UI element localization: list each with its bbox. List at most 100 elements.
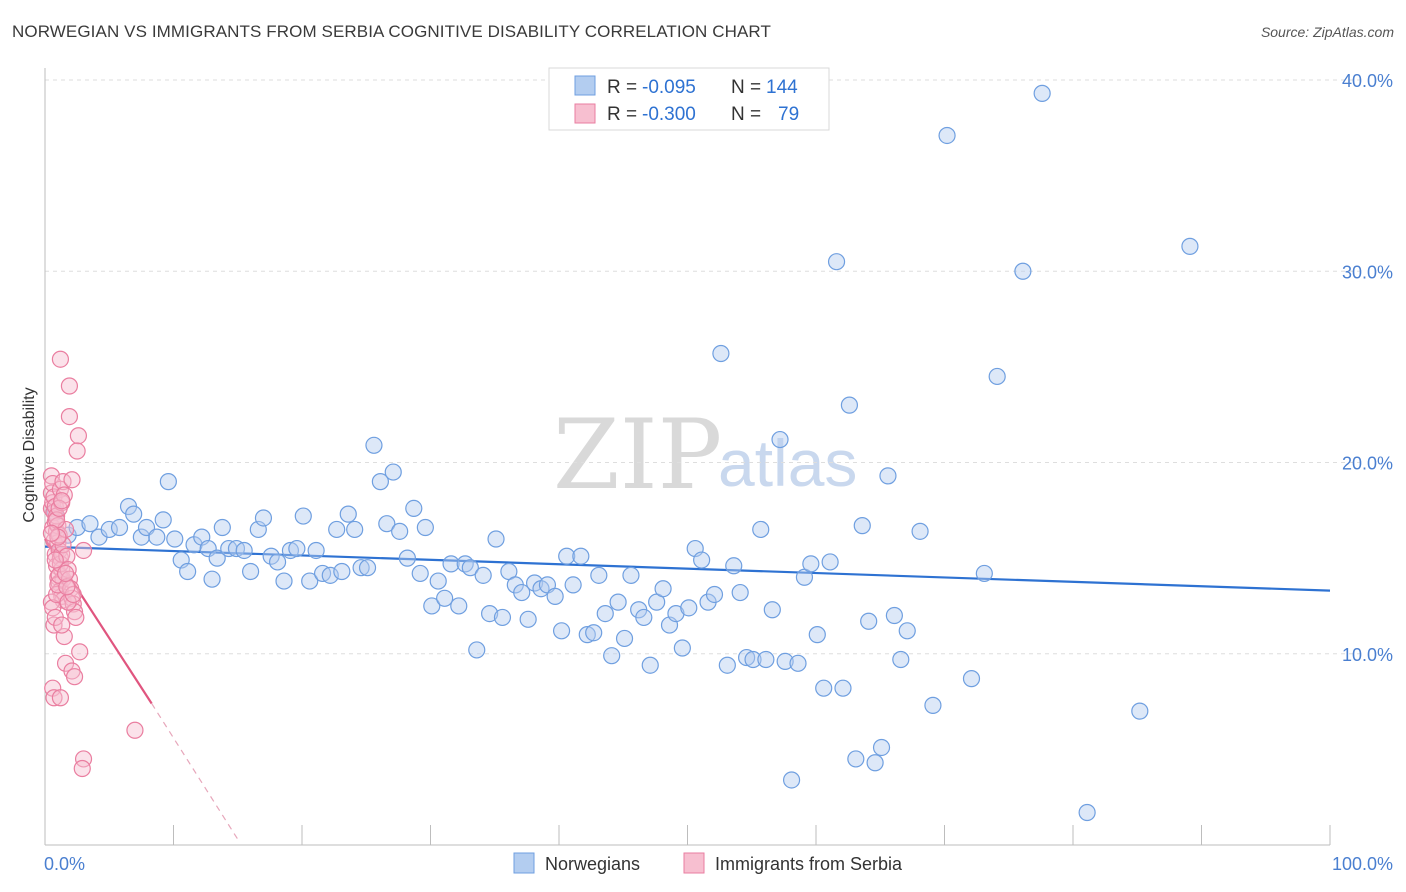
norwegians-point — [1131, 702, 1149, 720]
axes — [44, 68, 1331, 846]
norwegians-point — [461, 559, 479, 577]
norwegians-point — [705, 585, 724, 604]
norwegians-point — [333, 562, 351, 581]
legend-norwegians-label: Norwegians — [545, 854, 640, 874]
norwegians-point — [481, 604, 499, 623]
norwegians-point — [328, 520, 346, 539]
norwegians-point — [262, 547, 280, 565]
norwegians-point — [352, 559, 370, 577]
norwegians-point — [615, 629, 634, 648]
norwegians-point — [938, 126, 956, 145]
norwegians-point — [585, 624, 603, 642]
norwegians-point — [148, 528, 166, 546]
norwegians-point — [879, 467, 897, 485]
norwegians-point — [513, 583, 531, 602]
norwegians-point — [294, 507, 312, 525]
stats-legend: R = -0.095 N = 144 R = -0.300 N = 79 — [548, 67, 830, 131]
norwegians-point — [110, 518, 129, 537]
norwegians-point — [391, 522, 409, 540]
norwegians-point — [371, 473, 389, 491]
serbia-point — [71, 643, 89, 661]
norwegians-point — [179, 562, 197, 581]
norwegians-point — [872, 738, 891, 757]
serbia-point — [53, 616, 71, 634]
norwegians-point — [552, 622, 571, 640]
norwegians-point — [281, 541, 300, 560]
norwegians-point — [564, 576, 582, 594]
norwegians-point — [378, 515, 396, 533]
norwegians-point — [242, 562, 260, 581]
x-tick-0: 0.0% — [44, 854, 85, 874]
norwegians-point — [654, 580, 672, 598]
norwegians-point — [866, 754, 884, 772]
serbia-point — [60, 377, 79, 395]
serbia-point — [69, 427, 88, 445]
norwegians-point — [405, 499, 423, 517]
norwegians-point — [924, 696, 942, 714]
norwegians-point — [744, 650, 762, 669]
norwegians-point — [416, 518, 434, 537]
norwegians-point — [235, 541, 253, 560]
norwegians-point — [847, 750, 865, 768]
legend-n-label-2: N = — [731, 104, 761, 125]
norwegians-point — [384, 463, 402, 481]
norwegians-point — [301, 572, 319, 590]
norwegians-point — [853, 517, 871, 535]
norwegians-point — [776, 652, 794, 671]
serbia-trend-extension — [151, 703, 239, 840]
norwegians-point — [840, 396, 859, 414]
norwegians-point — [975, 564, 993, 583]
legend-n-label-1: N = — [731, 77, 761, 98]
norwegians-point — [125, 505, 143, 523]
norwegians-point — [474, 566, 492, 584]
norwegians-point — [834, 679, 852, 697]
norwegians-point — [154, 511, 172, 529]
norwegians-point — [911, 522, 929, 540]
serbia-point — [60, 408, 79, 426]
serbia-point — [65, 603, 84, 621]
norwegians-point — [519, 610, 537, 628]
norwegians-point — [1033, 84, 1051, 102]
norwegians-point — [590, 566, 608, 584]
norwegians-point — [429, 572, 447, 590]
norwegians-point — [603, 647, 621, 665]
watermark-zip: ZIP — [553, 399, 722, 511]
norwegians-point — [487, 530, 505, 548]
norwegians-point — [1014, 262, 1032, 280]
legend-r-value-1: -0.095 — [642, 77, 696, 98]
legend-r-label-1: R = — [607, 77, 637, 98]
norwegians-point — [450, 597, 468, 615]
norwegians-point — [693, 551, 711, 569]
norwegians-point — [771, 430, 789, 449]
norwegians-point — [159, 473, 177, 491]
norwegians-point — [673, 639, 691, 657]
norwegians-point — [680, 599, 698, 617]
norwegians-point — [1078, 803, 1096, 822]
y-axis-label: Cognitive Disability — [21, 387, 38, 522]
norwegians-point — [789, 654, 807, 672]
legend-serbia-swatch — [683, 852, 705, 874]
norwegians-point — [411, 564, 429, 583]
norwegians-point — [860, 612, 878, 630]
norwegians-point — [596, 604, 614, 623]
norwegians-point — [808, 626, 826, 644]
norwegians-point — [436, 589, 454, 607]
serbia-point — [42, 524, 61, 542]
norwegians-point — [898, 622, 916, 640]
norwegians-point — [339, 505, 357, 523]
serbia-point — [126, 721, 144, 739]
norwegians-point — [275, 572, 293, 590]
y-tick-labels: 10.0% 20.0% 30.0% 40.0% — [1342, 71, 1393, 665]
serbia-point — [67, 608, 85, 627]
y-tick-30: 30.0% — [1342, 262, 1393, 282]
norwegians-point — [763, 601, 781, 619]
legend-norwegians-swatch — [513, 852, 535, 874]
serbia-point — [68, 442, 86, 460]
serbia-point — [58, 578, 76, 596]
norwegians-point — [423, 597, 441, 615]
norwegians-points — [46, 84, 1199, 822]
norwegians-point — [493, 608, 512, 627]
norwegians-point — [558, 547, 576, 565]
norwegians-point — [609, 593, 627, 611]
